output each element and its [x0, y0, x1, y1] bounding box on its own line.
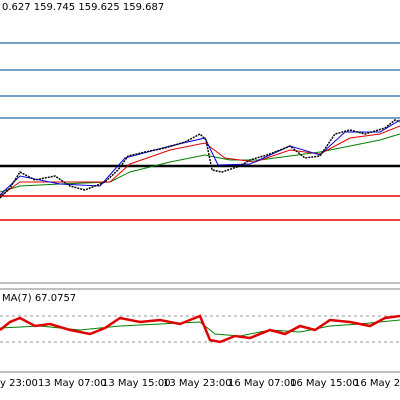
time-label: 13 May 15:00	[102, 378, 171, 389]
ohlc-readout: 0.627 159.745 159.625 159.687	[2, 2, 164, 13]
time-label: 16 May 07:00	[228, 378, 297, 389]
time-label: 13 May 23:00	[163, 378, 232, 389]
price-candles	[0, 119, 400, 199]
time-label: y 23:00	[0, 378, 38, 389]
slow-ma	[0, 133, 400, 193]
time-label: 13 May 07:00	[38, 378, 107, 389]
mid-ma	[0, 125, 400, 197]
time-label: 16 May 23:00	[354, 378, 400, 389]
oscillator-line	[0, 314, 400, 344]
signal-line	[0, 319, 400, 337]
indicator-label: MA(7) 67.0757	[2, 293, 76, 304]
time-label: 16 May 15:00	[290, 378, 359, 389]
